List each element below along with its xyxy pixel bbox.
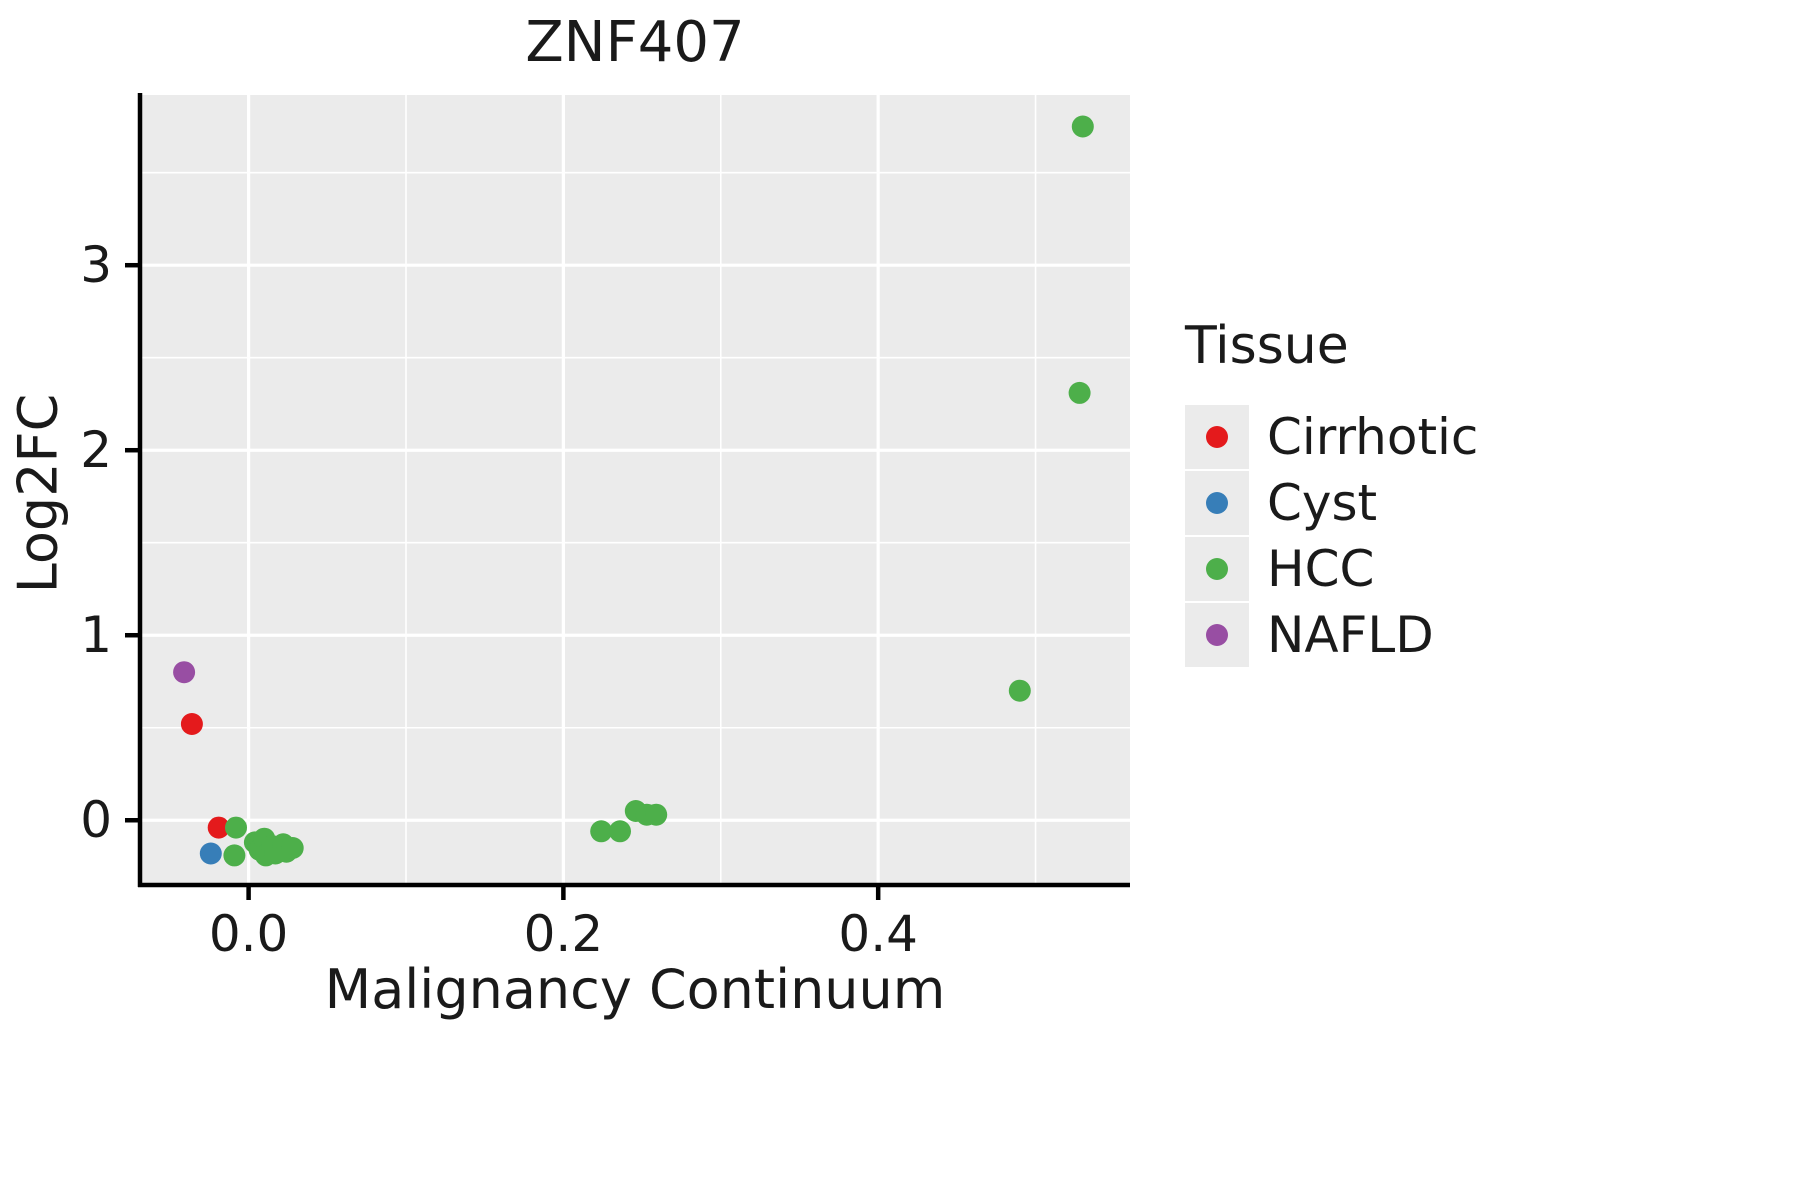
legend-dot-hcc [1206,558,1228,580]
legend-dot-cyst [1206,492,1228,514]
legend-title: Tissue [1185,316,1349,376]
data-point-cirrhotic [180,713,203,735]
legend-entries: Cirrhotic Cyst HCC NAFLD [1185,404,1478,668]
data-point-hcc [609,820,631,843]
legend-key [1185,537,1249,601]
legend-label: HCC [1267,540,1375,598]
legend-entry-cyst: Cyst [1185,470,1478,536]
data-point-hcc [225,816,247,839]
data-point-cyst [199,842,222,865]
data-point-nafld [173,661,196,684]
data-point-hcc [281,837,304,859]
y-tick-label: 3 [80,236,112,294]
x-tick-label: 0.4 [838,905,918,963]
data-point-hcc [1068,381,1091,404]
legend-label: Cyst [1267,474,1378,532]
data-point-hcc [223,844,246,867]
legend-dot-nafld [1206,624,1228,646]
legend-key [1185,471,1249,535]
y-tick-label: 1 [80,606,112,664]
x-axis-label: Malignancy Continuum [324,958,946,1021]
data-point-cirrhotic [207,816,230,839]
legend-key [1185,405,1249,469]
data-point-hcc [1008,679,1031,702]
x-tick-label: 0.2 [524,905,604,963]
legend-label: NAFLD [1267,606,1434,664]
legend-label: Cirrhotic [1267,408,1479,466]
chart-title: ZNF407 [525,10,745,75]
x-tick-label: 0.0 [209,905,289,963]
plot-panel [140,95,1130,885]
data-point-hcc [590,820,613,843]
legend-key [1185,603,1249,667]
legend: Tissue Cirrhotic Cyst HCC NAFLD [1185,316,1478,668]
y-tick-label: 2 [80,421,112,479]
data-point-hcc [645,803,668,826]
y-tick-label: 0 [80,791,112,849]
legend-entry-hcc: HCC [1185,536,1478,602]
legend-dot-cirrhotic [1206,426,1228,448]
data-point-hcc [1071,115,1094,138]
legend-entry-nafld: NAFLD [1185,602,1478,668]
y-axis-label: Log2FC [6,393,70,594]
legend-entry-cirrhotic: Cirrhotic [1185,404,1478,470]
